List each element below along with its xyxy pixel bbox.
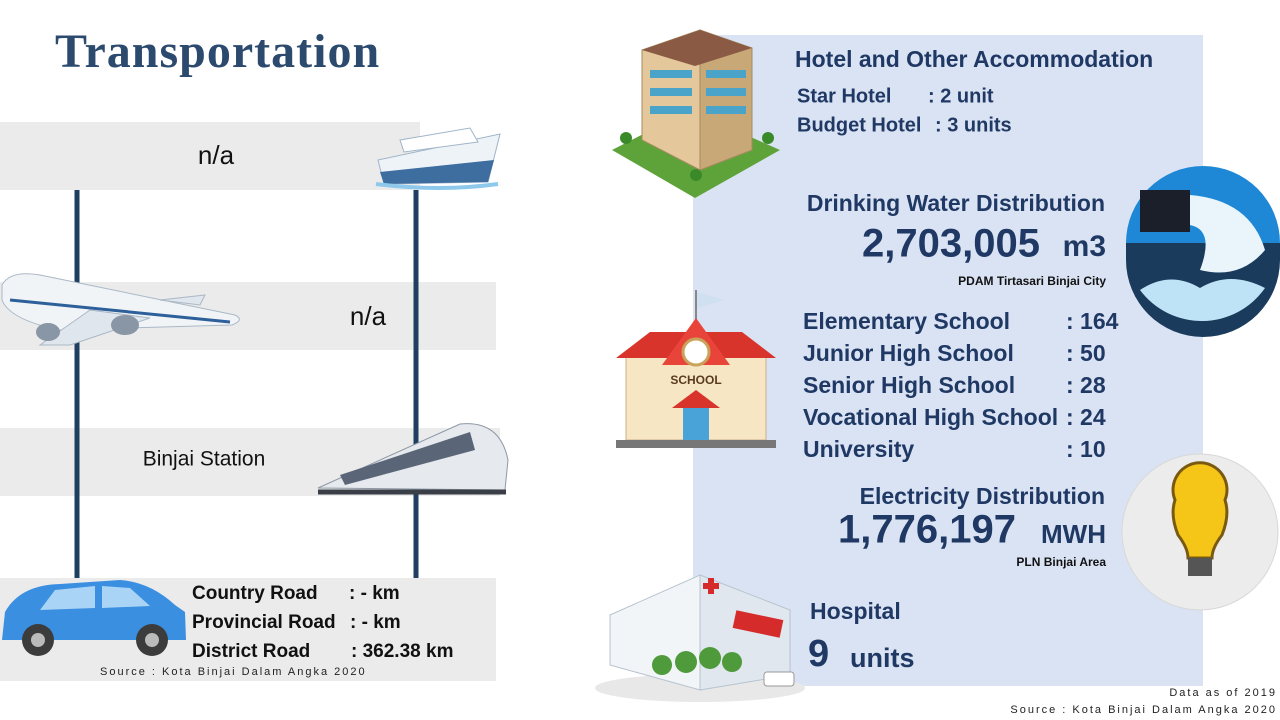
water-value: 2,703,005 xyxy=(862,222,1040,266)
school-label: Vocational High School xyxy=(803,404,1058,430)
electricity-unit: MWH xyxy=(1041,519,1106,549)
hotel-label: Star Hotel xyxy=(797,85,891,107)
school-label: University xyxy=(803,436,914,462)
transport-source: Source : Kota Binjai Dalam Angka 2020 xyxy=(100,666,367,678)
bulb-icon xyxy=(1121,453,1279,611)
sea-status: n/a xyxy=(198,140,235,170)
road-value: : 362.38 km xyxy=(351,641,453,662)
road-value: : - km xyxy=(349,583,400,604)
water-source: PDAM Tirtasari Binjai City xyxy=(958,274,1106,288)
school-value: : 10 xyxy=(1066,436,1106,462)
hospital-value: 9 xyxy=(808,633,829,675)
electricity-title: Electricity Distribution xyxy=(860,483,1105,509)
hotel-icon xyxy=(612,29,780,198)
hospital-icon xyxy=(595,574,805,702)
footer-source: Source : Kota Binjai Dalam Angka 2020 xyxy=(1010,704,1277,716)
hotel-label: Budget Hotel xyxy=(797,114,921,136)
air-status: n/a xyxy=(350,301,387,331)
plane-icon xyxy=(1,273,240,346)
school-value: : 24 xyxy=(1066,404,1106,430)
school-value: : 28 xyxy=(1066,372,1106,398)
hotel-title: Hotel and Other Accommodation xyxy=(795,46,1153,72)
band xyxy=(0,122,420,190)
title: Transportation xyxy=(55,25,380,78)
ship-icon xyxy=(375,127,501,190)
water-unit: m3 xyxy=(1063,230,1106,263)
school-value: : 50 xyxy=(1066,340,1106,366)
car-icon xyxy=(2,580,186,656)
road-value: : - km xyxy=(350,612,401,633)
train-icon xyxy=(317,423,509,495)
school-label: Junior High School xyxy=(803,340,1014,366)
water-title: Drinking Water Distribution xyxy=(807,190,1105,216)
hospital-unit: units xyxy=(850,643,915,673)
road-label: District Road xyxy=(192,641,310,662)
hospital-title: Hospital xyxy=(810,598,901,624)
electricity-value: 1,776,197 xyxy=(838,508,1016,552)
hotel-value: : 2 unit xyxy=(928,85,994,107)
footer-note: Data as of 2019 xyxy=(1169,687,1277,699)
school-value: : 164 xyxy=(1066,308,1119,334)
school-label: Senior High School xyxy=(803,372,1015,398)
water-icon xyxy=(1126,166,1280,337)
electricity-source: PLN Binjai Area xyxy=(1016,555,1106,569)
school-label: Elementary School xyxy=(803,308,1010,334)
hotel-value: : 3 units xyxy=(935,114,1012,136)
school-sign: SCHOOL xyxy=(670,373,721,387)
road-label: Provincial Road xyxy=(192,612,336,633)
rail-station: Binjai Station xyxy=(143,448,266,471)
school-icon: SCHOOL xyxy=(616,290,776,448)
road-label: Country Road xyxy=(192,583,318,604)
info-panel xyxy=(693,35,1203,686)
